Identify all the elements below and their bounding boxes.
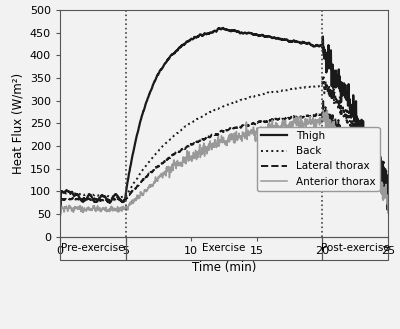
Anterior thorax: [74, 206, 79, 210]
Thigh: [386, 197, 390, 201]
Back: [386, 200, 390, 204]
Back: [321, 75, 326, 79]
Lateral thorax: [316, 112, 321, 116]
Text: Post-exercise: Post-exercise: [321, 243, 390, 253]
Lateral thorax: [208, 134, 213, 138]
X-axis label: Time (min): Time (min): [192, 262, 256, 274]
Anterior thorax: [376, 185, 381, 189]
Lateral thorax: [321, 99, 326, 103]
Thigh: [376, 152, 381, 156]
Lateral thorax: [74, 197, 79, 201]
Text: Pre-exercise: Pre-exercise: [61, 243, 124, 253]
Thigh: [217, 26, 222, 30]
Line: Back: Back: [60, 77, 388, 215]
Y-axis label: Heat Flux (W/m²): Heat Flux (W/m²): [11, 73, 24, 174]
Back: [376, 162, 381, 166]
Line: Anterior thorax: Anterior thorax: [60, 110, 388, 224]
Anterior thorax: [316, 119, 321, 123]
Line: Thigh: Thigh: [60, 28, 388, 215]
Anterior thorax: [208, 145, 213, 149]
Lateral thorax: [376, 169, 381, 173]
Lateral thorax: [386, 203, 390, 207]
Back: [376, 156, 381, 160]
Back: [208, 110, 213, 114]
Line: Lateral thorax: Lateral thorax: [60, 101, 388, 217]
Lateral thorax: [58, 215, 62, 219]
Thigh: [220, 26, 225, 30]
Anterior thorax: [320, 108, 325, 112]
Back: [217, 106, 222, 110]
Thigh: [208, 31, 213, 35]
Lateral thorax: [217, 130, 222, 134]
Back: [74, 192, 79, 196]
Back: [316, 85, 321, 89]
Legend: Thigh, Back, Lateral thorax, Anterior thorax: Thigh, Back, Lateral thorax, Anterior th…: [257, 127, 380, 191]
Anterior thorax: [386, 211, 390, 215]
Thigh: [74, 192, 79, 196]
Thigh: [316, 44, 321, 48]
Anterior thorax: [217, 142, 222, 146]
Anterior thorax: [58, 222, 62, 226]
Text: Exercise: Exercise: [202, 243, 246, 253]
Thigh: [58, 213, 62, 217]
Thigh: [376, 156, 381, 160]
Back: [58, 213, 62, 216]
Anterior thorax: [376, 182, 381, 186]
Lateral thorax: [376, 169, 381, 173]
